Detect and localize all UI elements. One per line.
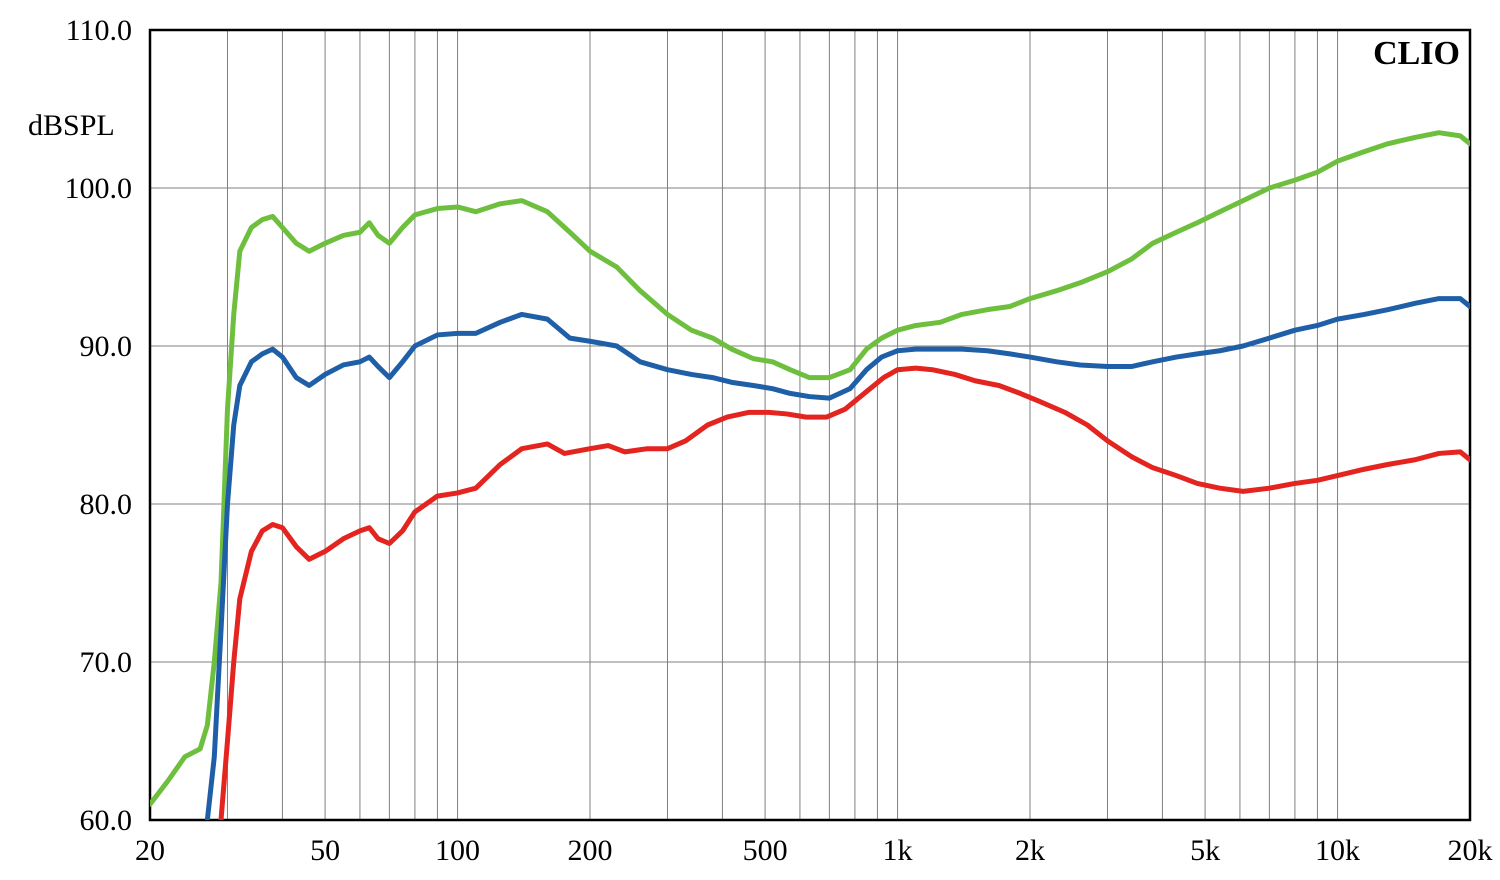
x-tick-label: 20k — [1448, 834, 1493, 867]
chart-container: 60.0 70.0 80.0 90.0 100.0 110.0 dBSPL 20 50 100 20… — [0, 0, 1500, 880]
brand-label: CLIO — [1373, 35, 1460, 72]
y-tick-label: 110.0 — [66, 14, 132, 47]
x-tick-label: 200 — [568, 834, 613, 867]
y-tick-label: 80.0 — [80, 488, 133, 521]
y-tick-label: 90.0 — [80, 330, 133, 363]
x-tick-label: 500 — [743, 834, 788, 867]
x-tick-label: 10k — [1315, 834, 1360, 867]
x-tick-label: 100 — [435, 834, 480, 867]
frequency-response-chart: 60.0 70.0 80.0 90.0 100.0 110.0 dBSPL 20 50 100 20… — [0, 0, 1500, 880]
y-tick-label: 100.0 — [65, 172, 133, 205]
x-tick-label: 5k — [1190, 834, 1220, 867]
x-tick-label: 50 — [310, 834, 340, 867]
x-tick-label: 20 — [135, 834, 165, 867]
y-tick-label: 60.0 — [80, 804, 133, 837]
y-axis-label: dBSPL — [28, 109, 115, 142]
y-tick-label: 70.0 — [80, 646, 133, 679]
x-tick-label: 1k — [883, 834, 913, 867]
x-tick-label: 2k — [1015, 834, 1045, 867]
